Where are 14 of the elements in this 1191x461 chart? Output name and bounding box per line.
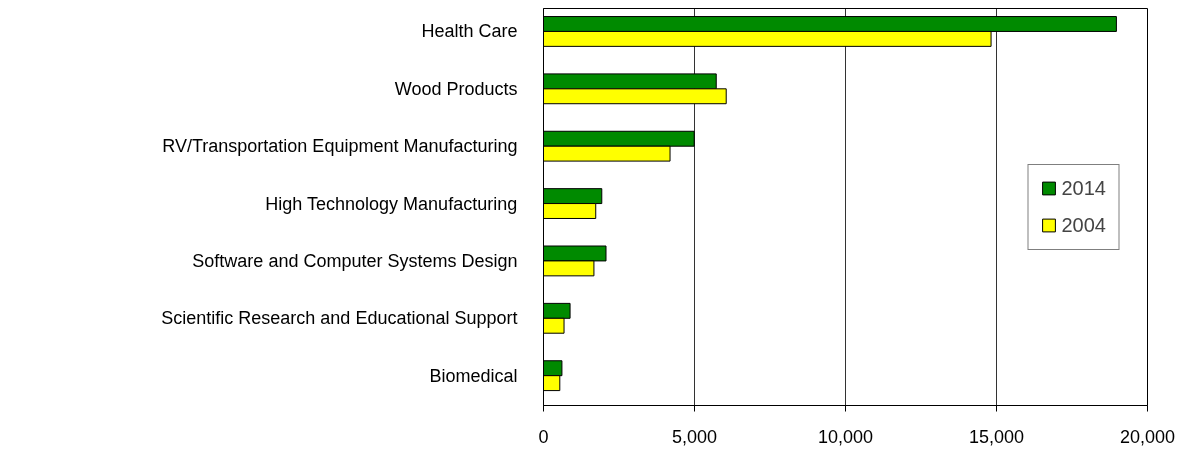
x-tick-label: 0 <box>538 426 549 447</box>
y-tick-label: Scientific Research and Educational Support <box>161 308 518 329</box>
x-tick-label: 5,000 <box>671 426 718 447</box>
x-tick-label: 15,000 <box>968 426 1025 447</box>
y-tick-label: Biomedical <box>429 365 518 386</box>
y-tick-label: High Technology Manufacturing <box>265 193 518 214</box>
x-tick-label: 10,000 <box>817 426 874 447</box>
y-tick-label: Health Care <box>421 21 518 42</box>
y-tick-label: Wood Products <box>394 78 518 99</box>
y-tick-label: Software and Computer Systems Design <box>192 250 518 271</box>
x-tick-label: 20,000 <box>1119 426 1176 447</box>
y-tick-label: RV/Transportation Equipment Manufacturing <box>162 136 518 157</box>
legend-label: 2004 <box>1061 213 1106 237</box>
legend-label: 2014 <box>1061 176 1106 200</box>
